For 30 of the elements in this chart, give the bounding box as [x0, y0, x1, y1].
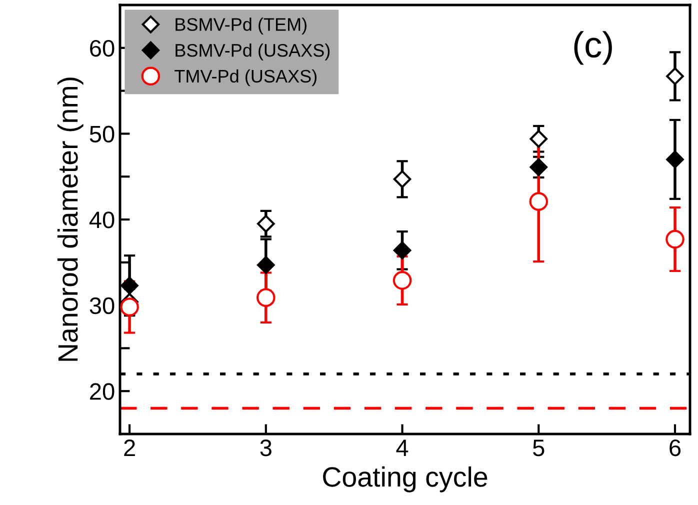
point: [530, 158, 548, 176]
x-tick-label: 5: [533, 440, 544, 456]
y-tick-label: 50: [90, 126, 114, 142]
point: [256, 288, 276, 307]
x-tick-label: 6: [670, 439, 681, 456]
annotation: (c): [574, 31, 612, 65]
point: [666, 230, 684, 249]
x-tick-label: 2: [124, 439, 135, 456]
x-axis-title: Coating cycle: [323, 466, 488, 492]
point: [530, 130, 548, 148]
y-tick-label: 60: [90, 40, 114, 57]
point: [393, 170, 412, 188]
point: [666, 150, 684, 168]
y-tick-label: 30: [90, 297, 114, 314]
x-tick-label: 3: [260, 439, 272, 456]
point: [257, 214, 275, 233]
point: [392, 271, 412, 290]
point: [529, 192, 548, 211]
point: [120, 298, 139, 316]
y-axis-title: Nanorod diameter (nm): [57, 78, 84, 361]
point: [393, 241, 412, 260]
legend-label: BSMV-Pd (TEM): [176, 18, 306, 34]
point: [257, 256, 275, 274]
point: [666, 67, 684, 86]
point: [120, 276, 138, 294]
x-tick-label: 4: [396, 440, 408, 456]
legend-label: BSMV-Pd (USAXS): [176, 44, 330, 60]
legend-label: TMV-Pd (USAXS): [174, 69, 317, 86]
y-tick-label: 40: [89, 212, 114, 228]
y-tick-label: 20: [90, 383, 114, 400]
